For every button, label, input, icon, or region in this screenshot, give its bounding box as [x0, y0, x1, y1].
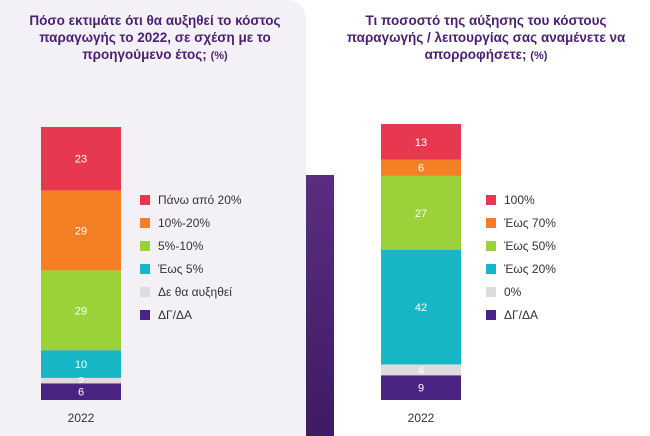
data-label-left-1: 29	[75, 225, 87, 237]
legend-item: Έως 50%	[486, 234, 556, 257]
bar-segment-right-1	[381, 159, 461, 176]
chart-title-left-unit: (%)	[210, 50, 228, 62]
legend-label: ΔΓ/ΔΑ	[158, 307, 192, 322]
data-label-right-4: 4	[418, 365, 424, 377]
legend-item: Έως 20%	[486, 257, 556, 280]
legend-label: Δε θα αυξηθεί	[158, 284, 232, 299]
legend-label: 0%	[504, 284, 522, 299]
legend-swatch	[140, 263, 150, 274]
bar-segment-right-0	[381, 124, 461, 160]
legend-item: 5%-10%	[140, 234, 242, 257]
legend-left: Πάνω από 20% 10%-20% 5%-10% Έως 5% Δε θα…	[140, 188, 242, 326]
legend-item: 0%	[486, 280, 556, 303]
bar-segment-left-1	[41, 190, 121, 271]
legend-label: ΔΓ/ΔΑ	[504, 307, 538, 322]
legend-label: 5%-10%	[158, 238, 204, 253]
legend-item: ΔΓ/ΔΑ	[140, 303, 242, 326]
legend-item: Έως 5%	[140, 257, 242, 280]
legend-label: Πάνω από 20%	[158, 192, 242, 207]
x-tick-label-right: 2022	[407, 411, 435, 425]
legend-swatch	[486, 217, 496, 228]
legend-swatch	[140, 309, 150, 320]
legend-swatch	[140, 240, 150, 251]
data-label-right-0: 13	[415, 137, 427, 149]
legend-swatch	[140, 286, 150, 297]
legend-label: Έως 50%	[504, 238, 556, 253]
chart-title-left-text: Πόσο εκτιμάτε ότι θα αυξηθεί το κόστος π…	[29, 13, 281, 62]
decorative-strip	[306, 175, 334, 436]
data-label-left-0: 23	[75, 154, 87, 166]
legend-swatch	[486, 263, 496, 274]
bar-segment-left-2	[41, 270, 121, 351]
data-label-left-5: 6	[78, 387, 84, 399]
legend-item: 100%	[486, 188, 556, 211]
legend-label: Έως 5%	[158, 261, 204, 276]
x-tick-label-left: 2022	[67, 411, 95, 425]
legend-item: 10%-20%	[140, 211, 242, 234]
bar-segment-left-4	[41, 377, 121, 384]
bar-segment-left-3	[41, 350, 121, 378]
legend-swatch	[140, 194, 150, 205]
legend-label: Έως 70%	[504, 215, 556, 230]
legend-label: Έως 20%	[504, 261, 556, 276]
chart-title-right: Τι ποσοστό της αύξησης του κόστους παραγ…	[336, 12, 636, 65]
legend-swatch	[486, 194, 496, 205]
legend-swatch	[486, 240, 496, 251]
chart-title-right-unit: (%)	[530, 50, 548, 62]
data-label-left-3: 10	[75, 359, 87, 371]
data-label-right-3: 42	[415, 302, 427, 314]
legend-item: Έως 70%	[486, 211, 556, 234]
data-label-left-2: 29	[75, 305, 87, 317]
legend-label: 10%-20%	[158, 215, 211, 230]
bar-segment-left-5	[41, 383, 121, 400]
chart-title-left: Πόσο εκτιμάτε ότι θα αυξηθεί το κόστος π…	[10, 12, 300, 65]
bar-segment-right-2	[381, 175, 461, 250]
data-label-right-5: 9	[418, 383, 424, 395]
legend-item: ΔΓ/ΔΑ	[486, 303, 556, 326]
bar-segment-right-4	[381, 364, 461, 376]
bar-segment-left-0	[41, 127, 121, 191]
legend-swatch	[486, 286, 496, 297]
legend-label: 100%	[504, 192, 535, 207]
bar-segment-right-5	[381, 375, 461, 400]
legend-item: Πάνω από 20%	[140, 188, 242, 211]
legend-item: Δε θα αυξηθεί	[140, 280, 242, 303]
bar-segment-right-3	[381, 249, 461, 365]
legend-swatch	[486, 309, 496, 320]
legend-right: 100% Έως 70% Έως 50% Έως 20% 0% ΔΓ/ΔΑ	[486, 188, 556, 326]
legend-swatch	[140, 217, 150, 228]
data-label-right-2: 27	[415, 208, 427, 220]
data-label-right-1: 6	[418, 163, 424, 175]
data-label-left-4: 2	[78, 376, 84, 388]
chart-title-right-text: Τι ποσοστό της αύξησης του κόστους παραγ…	[346, 13, 626, 62]
